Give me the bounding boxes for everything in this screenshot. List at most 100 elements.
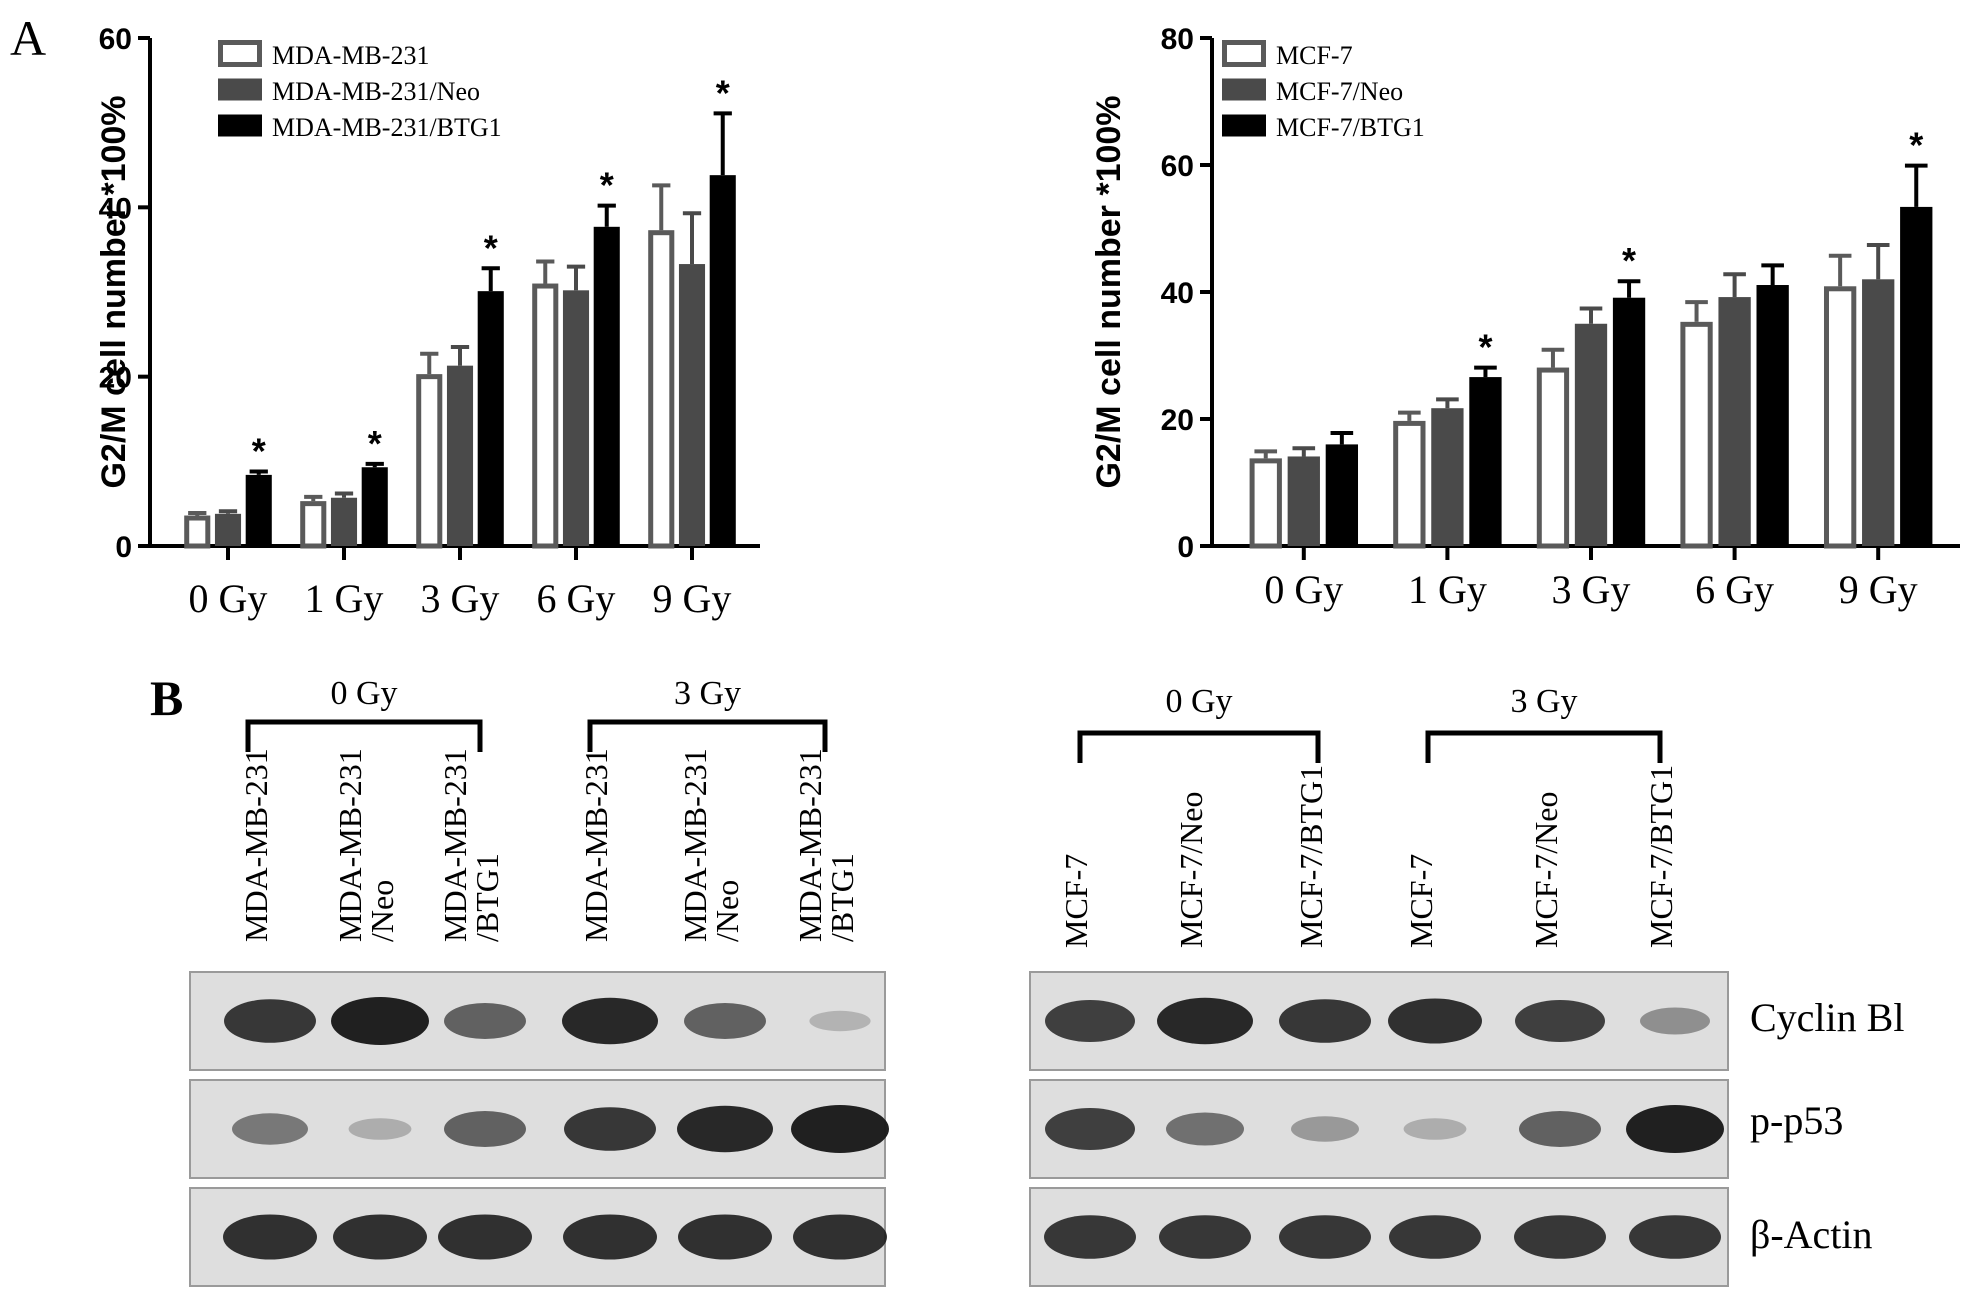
y-axis-label: G2/M cell number *100%: [95, 95, 133, 488]
lane-label: /BTG1: [469, 853, 505, 942]
significance-star: *: [1909, 125, 1923, 166]
panel-b-label: B: [150, 670, 183, 726]
blot-band: [562, 997, 658, 1045]
lane-label: MCF-7: [1403, 854, 1439, 948]
blot-band: [333, 1214, 427, 1260]
blot-band: [1403, 1118, 1467, 1140]
legend-swatch: [1222, 40, 1266, 67]
bar: [214, 513, 242, 546]
blot-band: [331, 997, 429, 1045]
bar: [1823, 286, 1857, 549]
group-label: 3 Gy: [1510, 683, 1577, 720]
bar: [1680, 321, 1713, 549]
blot-row-labels: Cyclin Bl p-p53 β-Actin: [1750, 995, 1904, 1257]
bar: [330, 497, 358, 546]
blot-row-label: β-Actin: [1750, 1212, 1873, 1257]
legend-label: MCF-7/Neo: [1276, 77, 1403, 106]
legend-swatch: [1222, 78, 1266, 101]
blot-band: [444, 1003, 526, 1039]
lane-label: MDA-MB-231: [792, 748, 828, 942]
blot-band: [791, 1105, 889, 1153]
blot-band: [1166, 1112, 1244, 1146]
significance-star: *: [1478, 327, 1492, 368]
significance-star: *: [1622, 240, 1636, 281]
chart-mcf-7: 0 20 40 60 80 G2/M cell number *100% 0 Gy 1 Gy 3…: [1090, 23, 1960, 612]
blot-band: [1515, 1000, 1605, 1042]
bar: [593, 226, 620, 546]
x-tick-label: 1 Gy: [1408, 567, 1487, 612]
bar: [1574, 323, 1608, 546]
significance-star: *: [600, 165, 614, 206]
bar: [678, 264, 706, 546]
significance-star: *: [716, 72, 730, 113]
bar: [532, 283, 559, 549]
lane-label: /Neo: [364, 880, 400, 942]
group-bracket: [587, 719, 828, 752]
group-bracket: [245, 719, 483, 752]
y-tick-label: 40: [1161, 277, 1194, 310]
blot-band: [1044, 1215, 1136, 1259]
group-label: 0 Gy: [1165, 683, 1232, 720]
y-tick-label: 0: [115, 531, 132, 564]
blot-band: [563, 1214, 657, 1260]
blot-band: [348, 1118, 412, 1140]
x-tick-label: 0 Gy: [189, 576, 268, 621]
blot-band: [1514, 1215, 1606, 1259]
significance-star: *: [484, 227, 498, 268]
bar: [1612, 297, 1646, 546]
blot-band: [1626, 1105, 1724, 1153]
lane-label: MDA-MB-231: [238, 748, 274, 942]
group-label: 3 Gy: [674, 675, 741, 712]
blot-band: [809, 1010, 871, 1032]
bar: [1536, 367, 1570, 549]
blot-band: [1157, 997, 1253, 1045]
y-tick-label: 20: [99, 362, 132, 395]
lane-label: MCF-7/BTG1: [1643, 765, 1679, 948]
blot-band: [224, 999, 316, 1043]
y-tick-label: 20: [1161, 404, 1194, 437]
panel-a-label: A: [10, 10, 46, 66]
chart-mda-mb-231: 0 20 40 60 G2/M cell number *100% 0 Gy 1 Gy 3 G…: [95, 23, 760, 621]
lane-label: MDA-MB-231: [578, 748, 614, 942]
y-tick-label: 60: [99, 23, 132, 56]
blot-band: [564, 1107, 656, 1151]
x-tick-label: 3 Gy: [1552, 567, 1631, 612]
blot-band: [1045, 1000, 1135, 1042]
y-axis-label: G2/M cell number *100%: [1090, 95, 1128, 488]
blot-band: [1159, 1215, 1251, 1259]
bar: [1900, 206, 1933, 546]
bar: [1325, 444, 1359, 546]
legend-label: MDA-MB-231/Neo: [272, 77, 480, 106]
bar: [361, 467, 388, 546]
lane-label: MCF-7/Neo: [1173, 792, 1209, 948]
significance-star: *: [368, 423, 382, 464]
bar: [1862, 279, 1895, 546]
y-tick-label: 0: [1177, 531, 1194, 564]
legend-swatch: [218, 78, 262, 101]
legend-label: MDA-MB-231/BTG1: [272, 113, 502, 142]
blot-strip: [1029, 1187, 1729, 1287]
bar: [1393, 420, 1426, 549]
blot-band: [1279, 999, 1371, 1043]
lane-label: MCF-7/Neo: [1528, 792, 1564, 948]
bar: [1431, 408, 1464, 546]
blot-band: [1629, 1215, 1721, 1259]
bar: [446, 365, 474, 546]
lane-label: MCF-7: [1058, 854, 1094, 948]
x-tick-label: 0 Gy: [1264, 567, 1343, 612]
x-tick-label: 3 Gy: [421, 576, 500, 621]
blot-band: [223, 1214, 317, 1260]
x-tick-label: 9 Gy: [653, 576, 732, 621]
blot-band: [438, 1214, 532, 1260]
lane-label: /BTG1: [824, 853, 860, 942]
blot-band: [677, 1105, 773, 1153]
blot-band: [444, 1111, 526, 1147]
blot-band: [1519, 1111, 1601, 1147]
bar: [1756, 285, 1789, 546]
bar: [300, 501, 327, 549]
western-blot-mcf-7: 0 Gy 3 Gy MCF-7 MCF-7/Neo MCF-7/BTG1 MCF-7 MCF…: [1029, 683, 1729, 1287]
legend-label: MDA-MB-231: [272, 41, 429, 70]
